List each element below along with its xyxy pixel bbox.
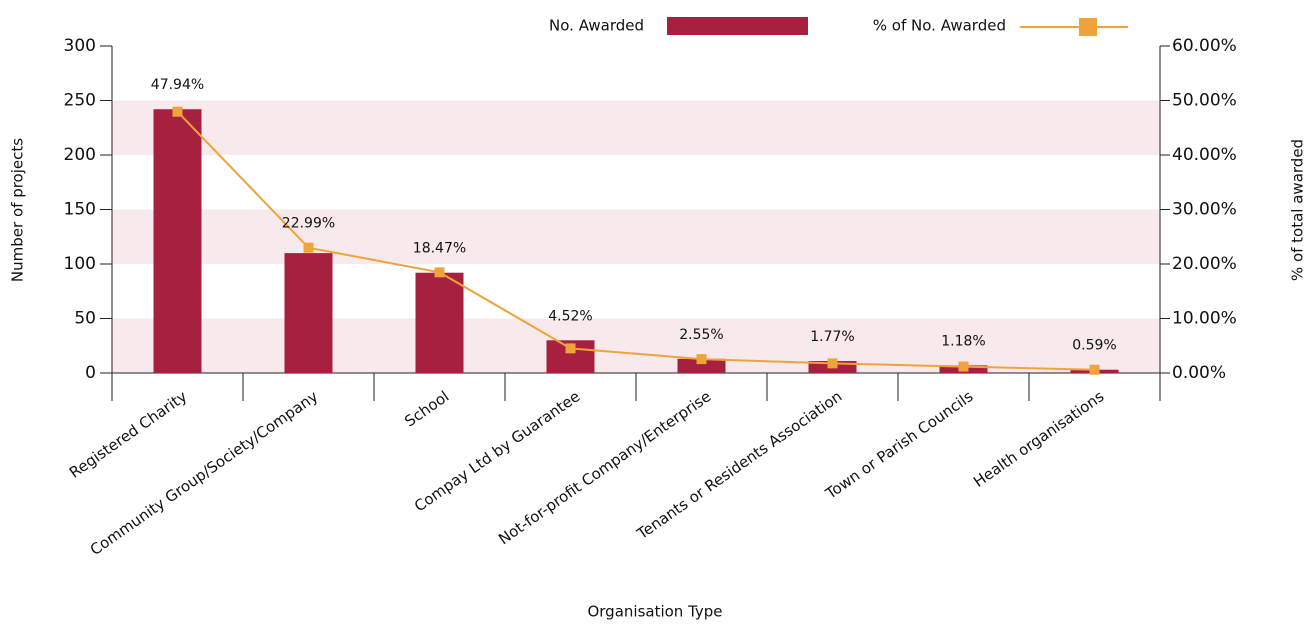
legend-swatch	[667, 17, 808, 35]
y-tick-label: 250	[64, 91, 96, 111]
data-label: 1.77%	[810, 329, 854, 345]
bar	[415, 272, 464, 373]
y-tick-label: 100	[64, 254, 96, 274]
line-marker	[172, 106, 183, 117]
x-tick-label: Community Group/Society/Company	[87, 387, 322, 559]
grid-band	[112, 318, 1160, 373]
data-label: 2.55%	[679, 327, 723, 343]
line-marker	[565, 343, 576, 354]
bar	[677, 358, 726, 373]
plot-background	[112, 100, 1160, 373]
line-marker	[303, 242, 314, 253]
y2-tick-label: 40.00%	[1172, 145, 1237, 165]
bar	[284, 253, 333, 373]
line-marker	[696, 354, 707, 365]
x-tick-label: Town or Parish Councils	[821, 387, 976, 503]
data-label: 0.59%	[1072, 338, 1116, 354]
y2-tick-label: 20.00%	[1172, 254, 1237, 274]
y-tick-label: 0	[85, 363, 96, 383]
legend-label: % of No. Awarded	[873, 17, 1006, 35]
data-label: 47.94%	[151, 77, 204, 93]
y-tick-label: 200	[64, 145, 96, 165]
line-marker	[827, 358, 838, 369]
y2-tick-label: 30.00%	[1172, 200, 1237, 220]
bar	[153, 109, 202, 373]
legend-swatch	[1079, 18, 1097, 36]
line-marker	[1089, 364, 1100, 375]
y2-axis-title: % of total awarded	[1289, 139, 1307, 281]
y2-tick-label: 50.00%	[1172, 91, 1237, 111]
x-tick-label: Not-for-profit Company/Enterprise	[495, 387, 714, 548]
grid-band	[112, 100, 1160, 155]
data-label: 4.52%	[548, 308, 592, 324]
y-axis-title: Number of projects	[9, 138, 27, 282]
line-marker	[434, 267, 445, 278]
y2-tick-label: 60.00%	[1172, 36, 1237, 56]
grid-band	[112, 209, 1160, 264]
data-label: 22.99%	[282, 216, 335, 232]
x-tick-label: School	[401, 387, 452, 430]
x-tick-label: Health organisations	[970, 387, 1107, 491]
x-tick-label: Registered Charity	[66, 387, 190, 482]
y-tick-label: 300	[64, 36, 96, 56]
data-label: 1.18%	[941, 333, 985, 349]
legend-label: No. Awarded	[549, 17, 644, 35]
line-marker	[958, 361, 969, 372]
x-tick-label: Tenants or Residents Association	[633, 387, 845, 543]
y-tick-label: 50	[74, 309, 96, 329]
y2-tick-label: 10.00%	[1172, 309, 1237, 329]
x-axis-title: Organisation Type	[587, 603, 722, 621]
y2-tick-label: 0.00%	[1172, 363, 1226, 383]
line	[176, 111, 1095, 371]
data-label: 18.47%	[413, 240, 466, 256]
y-tick-label: 150	[64, 200, 96, 220]
